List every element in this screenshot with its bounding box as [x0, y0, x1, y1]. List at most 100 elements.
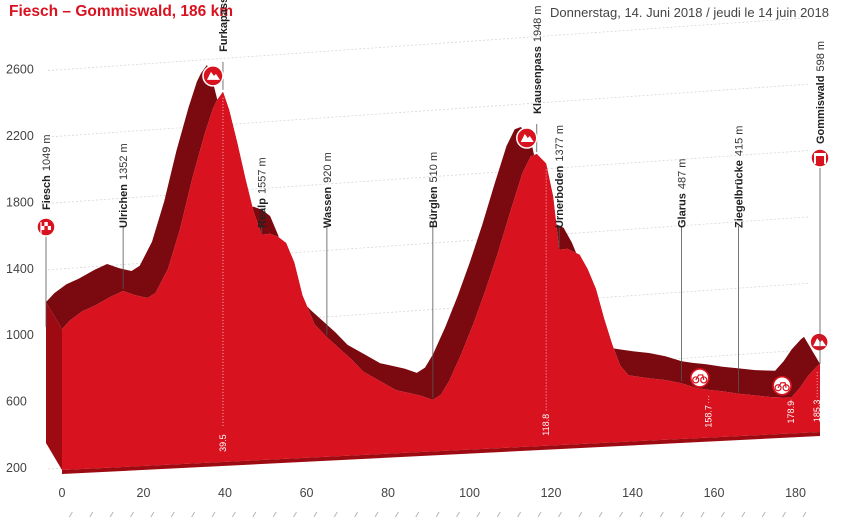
elevation-gridline — [47, 282, 811, 337]
x-tick-label: 140 — [622, 486, 643, 500]
x-minor-tick — [496, 511, 501, 518]
x-minor-tick — [89, 511, 94, 518]
x-minor-tick — [313, 511, 318, 518]
y-tick-label: 1400 — [6, 262, 34, 276]
x-tick-label: 40 — [218, 486, 232, 500]
place-label: Klausenpass 1948 m — [532, 5, 544, 114]
place-label: Bürglen 510 m — [428, 152, 440, 228]
km-marker-label: 39.5 — [218, 434, 228, 452]
elevation-gridline — [47, 17, 811, 71]
x-minor-tick — [170, 511, 175, 518]
profile-base — [62, 432, 820, 474]
place-elevation: 1948 m — [532, 5, 544, 42]
x-minor-tick — [252, 511, 257, 518]
place-elevation: 415 m — [733, 126, 745, 157]
place-name: Fiesch — [41, 175, 53, 210]
x-minor-tick — [578, 511, 583, 518]
place-name: Wassen — [322, 187, 334, 228]
elevation-gridline — [47, 83, 811, 138]
x-tick-label: 100 — [459, 486, 480, 500]
x-minor-tick — [293, 511, 297, 518]
x-minor-tick — [374, 511, 379, 518]
place-name: Urnerboden — [554, 165, 566, 228]
km-marker-label: 178.9 — [786, 401, 796, 424]
profile-front-face — [62, 91, 820, 471]
x-minor-tick — [720, 511, 725, 518]
place-name: Ziegelbrücke — [733, 160, 745, 228]
place-label: Urnerboden 1377 m — [554, 125, 566, 228]
x-tick-label: 60 — [300, 486, 314, 500]
place-elevation: 487 m — [676, 159, 688, 190]
x-minor-tick — [191, 511, 196, 518]
place-elevation: 1377 m — [554, 125, 566, 162]
place-elevation: 1049 m — [41, 134, 53, 171]
place-name: Ulrichen — [118, 184, 130, 228]
place-name: Glarus — [676, 193, 688, 228]
place-label: Realp 1557 m — [257, 157, 269, 228]
x-minor-tick — [680, 511, 685, 518]
y-tick-label: 1800 — [6, 195, 34, 209]
bicycle-icon — [772, 375, 792, 396]
x-minor-tick — [659, 511, 664, 518]
x-tick-label: 80 — [381, 486, 395, 500]
x-minor-tick — [517, 511, 522, 518]
bicycle-icon — [689, 368, 710, 388]
x-minor-tick — [211, 511, 216, 518]
km-marker-label: 185.3 — [812, 400, 822, 423]
km-marker-label: 118.8 — [541, 414, 551, 436]
x-minor-tick — [231, 511, 236, 518]
x-tick-label: 120 — [541, 486, 562, 500]
y-tick-label: 200 — [6, 461, 27, 475]
place-elevation: 1557 m — [257, 157, 269, 194]
x-minor-tick — [68, 511, 73, 518]
place-name: Klausenpass — [532, 46, 544, 114]
mountain-icon — [516, 127, 538, 149]
place-name: Bürglen — [428, 186, 440, 228]
y-tick-label: 2600 — [6, 63, 34, 77]
y-tick-label: 600 — [6, 395, 27, 409]
x-minor-tick — [415, 511, 420, 518]
x-minor-tick — [782, 511, 786, 518]
checkered-flag-icon — [36, 217, 56, 237]
place-elevation: 1352 m — [118, 143, 130, 180]
x-minor-tick — [557, 511, 562, 518]
y-tick-label: 1000 — [6, 328, 34, 342]
x-minor-tick — [354, 511, 359, 518]
place-label: Ulrichen 1352 m — [118, 143, 130, 228]
x-minor-tick — [537, 511, 542, 518]
y-tick-label: 2200 — [6, 129, 34, 143]
elevation-gridline — [47, 150, 811, 204]
place-label: Glarus 487 m — [676, 159, 688, 228]
x-minor-tick — [435, 511, 440, 518]
x-minor-tick — [333, 511, 338, 518]
place-name: Realp — [257, 198, 269, 228]
x-minor-tick — [394, 511, 399, 518]
x-minor-tick — [619, 511, 623, 518]
profile-side-face — [46, 302, 62, 470]
x-minor-tick — [456, 511, 460, 518]
x-minor-tick — [109, 511, 114, 518]
x-minor-tick — [700, 511, 705, 518]
place-label: Wassen 920 m — [322, 152, 334, 228]
km-marker-label: 158.7 — [704, 405, 714, 428]
place-label: Gommiswald 598 m — [815, 41, 827, 144]
place-elevation: 920 m — [322, 152, 334, 183]
place-name: Furkapass — [218, 0, 230, 52]
place-label: Ziegelbrücke 415 m — [733, 126, 745, 228]
x-minor-tick — [598, 511, 603, 518]
x-minor-tick — [639, 511, 644, 518]
x-minor-tick — [272, 511, 277, 518]
x-minor-tick — [741, 511, 746, 518]
x-minor-tick — [761, 511, 766, 518]
x-minor-tick — [130, 511, 134, 518]
x-tick-label: 160 — [704, 486, 725, 500]
elevation-gridline — [47, 216, 811, 271]
x-minor-tick — [802, 511, 807, 518]
finish-flag-icon — [810, 148, 830, 168]
place-name: Gommiswald — [815, 76, 827, 144]
stage-date: Donnerstag, 14. Juni 2018 / jeudi le 14 … — [550, 5, 829, 20]
x-tick-label: 180 — [785, 486, 806, 500]
x-tick-label: 0 — [59, 486, 66, 500]
x-minor-tick — [150, 511, 155, 518]
